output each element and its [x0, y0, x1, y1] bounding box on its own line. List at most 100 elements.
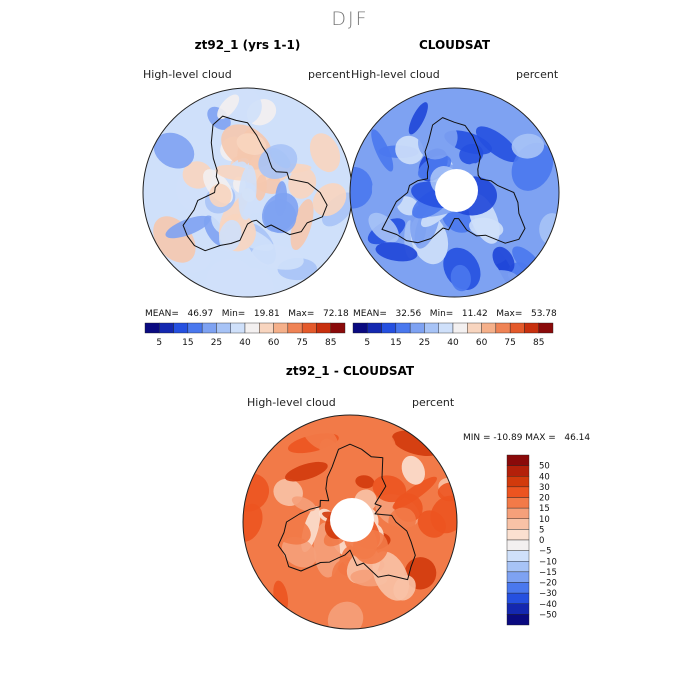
- colorbar-swatch: [506, 561, 530, 573]
- model-units-label: percent: [308, 68, 351, 81]
- colorbar-swatch: [495, 322, 511, 334]
- colorbar-tick-label: −50: [539, 610, 557, 620]
- colorbar-tick-label: 25: [211, 338, 222, 348]
- colorbar-tick-label: −40: [539, 600, 557, 610]
- colorbar-tick-label: 10: [539, 515, 550, 525]
- colorbar-swatch: [187, 322, 203, 334]
- colorbar-swatch: [352, 322, 368, 334]
- obs-map-polar-gap: [435, 169, 478, 212]
- colorbar-swatch: [287, 322, 303, 334]
- colorbar-tick-label: 40: [447, 338, 459, 348]
- colorbar-swatch: [506, 614, 530, 626]
- obs-stats: MEAN= 32.56 Min= 11.42 Max= 53.78: [353, 309, 557, 319]
- colorbar-swatch: [467, 322, 482, 334]
- colorbar-tick-label: −30: [539, 589, 557, 599]
- colorbar-swatch: [173, 322, 189, 334]
- colorbar-swatch: [230, 322, 246, 334]
- colorbar-swatch: [506, 476, 530, 488]
- colorbar-swatch: [538, 322, 554, 334]
- colorbar-swatch: [506, 507, 530, 519]
- colorbar-swatch: [330, 322, 346, 334]
- colorbar-swatch: [506, 603, 530, 615]
- diff-field-label: High-level cloud: [247, 396, 336, 409]
- colorbar-tick-label: 15: [390, 338, 401, 348]
- colorbar-tick-label: 30: [539, 483, 550, 493]
- colorbar-swatch: [144, 322, 160, 334]
- model-field-label: High-level cloud: [143, 68, 232, 81]
- colorbar-swatch: [367, 322, 382, 334]
- colorbar-swatch: [395, 322, 411, 334]
- colorbar-swatch: [506, 497, 530, 509]
- colorbar-tick-label: 20: [539, 494, 550, 504]
- colorbar-swatch: [506, 539, 530, 551]
- model-stats: MEAN= 46.97 Min= 19.81 Max= 72.18: [145, 309, 349, 319]
- diff-polar-map: [242, 414, 458, 630]
- colorbar-swatch: [506, 518, 530, 530]
- colorbar-tick-label: 50: [539, 462, 550, 472]
- colorbar-swatch: [216, 322, 231, 334]
- colorbar-tick-label: 40: [539, 472, 550, 482]
- colorbar-tick-label: −10: [539, 557, 557, 567]
- colorbar-swatch: [273, 322, 289, 334]
- season-title: DJF: [331, 8, 369, 30]
- model-colorbar: 515254060758595: [144, 322, 346, 348]
- colorbar-swatch: [159, 322, 174, 334]
- colorbar-swatch: [381, 322, 397, 334]
- colorbar-tick-label: 40: [239, 338, 251, 348]
- colorbar-tick-label: 15: [182, 338, 193, 348]
- colorbar-tick-label: 25: [419, 338, 430, 348]
- colorbar-swatch: [506, 550, 530, 562]
- colorbar-tick-label: −15: [539, 568, 557, 578]
- colorbar-swatch: [438, 322, 454, 334]
- colorbar-swatch: [506, 582, 530, 594]
- colorbar-tick-label: 5: [156, 338, 162, 348]
- colorbar-tick-label: −20: [539, 579, 557, 589]
- colorbar-tick-label: 60: [268, 338, 280, 348]
- colorbar-tick-label: 75: [296, 338, 307, 348]
- diff-minmax: MIN = -10.89 MAX = 46.14: [463, 433, 591, 443]
- obs-units-label: percent: [516, 68, 559, 81]
- diff-units-label: percent: [412, 396, 455, 409]
- colorbar-tick-label: 75: [504, 338, 515, 348]
- diff-map-polar-gap: [330, 498, 374, 542]
- colorbar-tick-label: 85: [325, 338, 336, 348]
- colorbar-swatch: [424, 322, 439, 334]
- colorbar-swatch: [201, 322, 217, 334]
- colorbar-swatch: [524, 322, 539, 334]
- colorbar-swatch: [506, 465, 530, 477]
- model-polar-map: [142, 87, 353, 298]
- colorbar-tick-label: 5: [539, 525, 544, 535]
- colorbar-swatch: [509, 322, 525, 334]
- obs-panel-title: CLOUDSAT: [418, 38, 491, 52]
- diff-map-boundary: [242, 414, 458, 630]
- colorbar-swatch: [481, 322, 497, 334]
- colorbar-tick-label: 60: [476, 338, 488, 348]
- obs-map-boundary: [349, 87, 560, 298]
- obs-colorbar: 515254060758595: [352, 322, 554, 348]
- obs-field-label: High-level cloud: [351, 68, 440, 81]
- obs-map-coastline: [381, 117, 526, 244]
- colorbar-swatch: [506, 529, 530, 541]
- colorbar-swatch: [506, 571, 530, 583]
- colorbar-swatch: [409, 322, 425, 334]
- model-panel-title: zt92_1 (yrs 1-1): [194, 38, 301, 52]
- diff-panel-title: zt92_1 - CLOUDSAT: [285, 364, 415, 378]
- model-map-coastline: [182, 115, 328, 252]
- colorbar-tick-label: 5: [364, 338, 370, 348]
- colorbar-swatch: [452, 322, 468, 334]
- obs-polar-map: [349, 87, 560, 298]
- colorbar-swatch: [316, 322, 331, 334]
- colorbar-swatch: [506, 454, 530, 466]
- colorbar-tick-label: 0: [539, 536, 544, 546]
- colorbar-tick-label: −5: [539, 547, 552, 557]
- colorbar-swatch: [506, 592, 530, 604]
- model-map-fill: [143, 88, 352, 297]
- colorbar-swatch: [259, 322, 274, 334]
- colorbar-tick-label: 15: [539, 504, 550, 514]
- diff-map-coastline: [277, 443, 416, 581]
- colorbar-tick-label: 85: [533, 338, 544, 348]
- colorbar-swatch: [301, 322, 317, 334]
- colorbar-swatch: [506, 486, 530, 498]
- colorbar-swatch: [244, 322, 260, 334]
